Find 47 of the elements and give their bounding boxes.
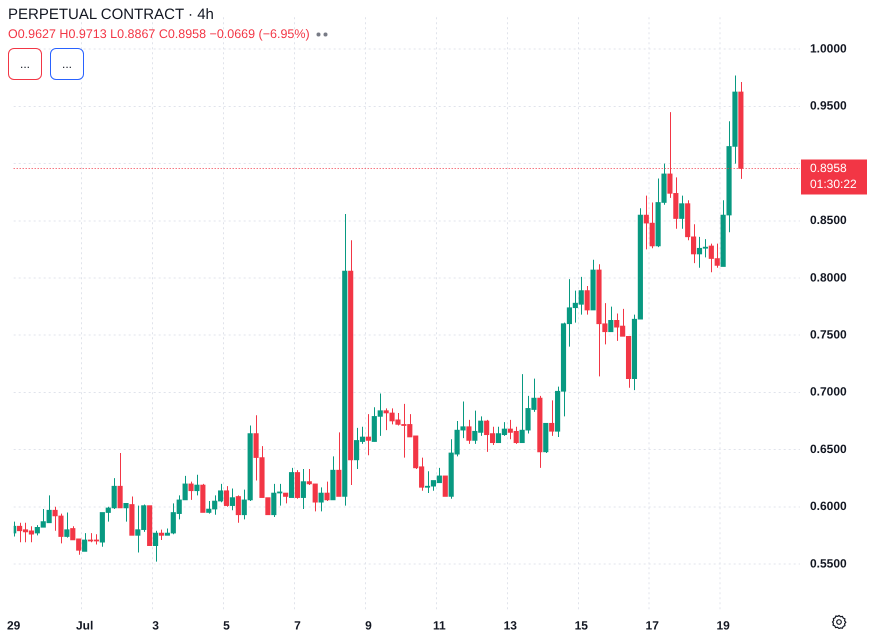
y-tick-label: 0.6000 [810, 499, 848, 514]
candlestick [224, 486, 230, 508]
x-tick-label: 5 [223, 618, 230, 633]
x-tick-label: 7 [294, 618, 302, 633]
y-tick-label: 0.6500 [810, 442, 848, 456]
candlestick [300, 468, 306, 510]
chart-title: PERPETUAL CONTRACT · 4h [8, 6, 215, 23]
candlestick [64, 512, 70, 538]
candlestick [584, 286, 590, 316]
x-tick-label: 13 [504, 618, 518, 633]
candlestick [123, 502, 129, 522]
candlestick [82, 532, 88, 552]
x-tick-label: 15 [574, 618, 588, 633]
candlestick [230, 488, 236, 511]
y-tick-label: 0.7000 [810, 384, 848, 399]
candlestick [194, 474, 200, 496]
candlestick [118, 452, 123, 508]
candlestick [283, 492, 288, 504]
candlestick [549, 400, 554, 436]
candlestick [158, 529, 164, 540]
annotation: ... [8, 48, 42, 80]
y-tick-label: 0.8500 [810, 213, 848, 228]
y-tick-label: 0.8000 [810, 270, 848, 284]
x-tick-label: 19 [716, 618, 730, 633]
candlestick [188, 481, 194, 500]
y-tick-label: 1.0000 [810, 42, 848, 56]
candlestick [152, 530, 158, 562]
x-tick-label: Jul [76, 618, 94, 633]
y-tick-label: 0.7500 [810, 328, 848, 342]
x-tick-label: 11 [433, 618, 446, 633]
candlestick [442, 476, 448, 497]
y-tick-label: 0.9500 [810, 98, 848, 113]
candlestick [236, 494, 241, 524]
text: O0.9627 H0.9713 L0.8867 C0.8958 −0.0669 (−6.95%) [8, 27, 310, 41]
x-tick-label: 29 [6, 618, 21, 633]
x-tick-label: 9 [365, 618, 372, 633]
x-tick-label: 3 [152, 618, 160, 633]
ref-line-label: 0.8958 01:30:22 [810, 160, 858, 191]
candlestick [366, 414, 371, 456]
candlestick [324, 481, 330, 502]
candlestick [466, 419, 472, 444]
x-tick-label: 17 [646, 618, 660, 633]
candlestick [679, 195, 684, 230]
annotation: ... [50, 48, 84, 80]
candlestick [318, 486, 324, 512]
candlestick [608, 306, 614, 332]
y-tick-label: 0.5500 [810, 556, 848, 570]
